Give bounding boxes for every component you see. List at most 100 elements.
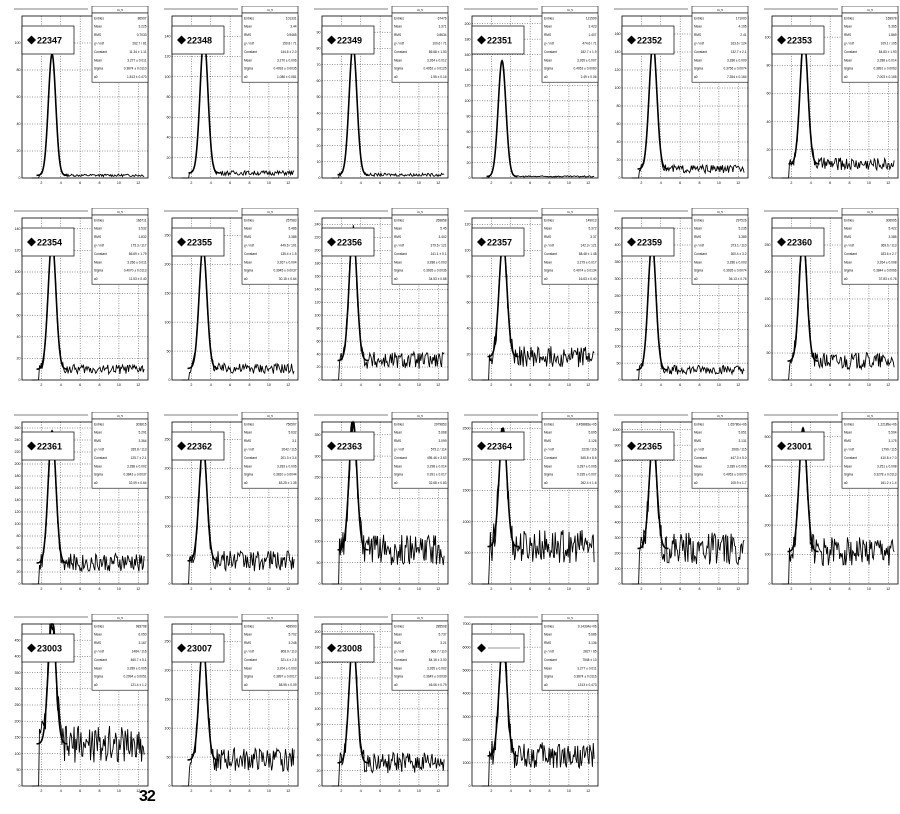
y-tick-label: 40 xyxy=(767,120,771,124)
x-tick-label: 2 xyxy=(190,181,192,185)
stats-label: Constant xyxy=(844,50,857,54)
x-tick-label: 4 xyxy=(510,383,512,387)
stats-label: RMS xyxy=(544,33,551,37)
y-tick-label: 20 xyxy=(317,365,321,369)
x-tick-label: 10 xyxy=(567,587,571,591)
stats-label: RMS xyxy=(544,235,551,239)
histogram-series-line xyxy=(31,623,145,787)
histogram-svg: ttt_5 2 4 6 8 10 12 0 20 40 60 80 100 Entries 86997 Mea… xyxy=(14,6,149,185)
stats-value: 201.3 ± 3.4 xyxy=(281,456,297,460)
fit-curve xyxy=(787,426,819,553)
histogram-svg: ttt_52 4 6 8 10 12020406080100120140160180200… xyxy=(314,208,449,387)
stats-label: RMS xyxy=(94,33,101,37)
stats-label: Sigma xyxy=(694,67,703,71)
stats-value: 32.68 ± 0.83 xyxy=(429,481,447,485)
stats-label: Entries xyxy=(844,16,854,20)
histogram-panel: ttt_5 2 4 6 8 10 12 0 20 40 60 80 100 120 140 160 Entrie… xyxy=(608,6,758,196)
stats-value: 101331 xyxy=(286,16,297,20)
y-tick-label: 70 xyxy=(317,63,321,67)
stats-value: 9.14334e+06 xyxy=(578,624,597,628)
stats-value: 183.6 ± 2.7 xyxy=(881,252,897,256)
stats-value: 2.49 ± 0.06 xyxy=(581,75,597,79)
stats-value: 469500 xyxy=(286,624,297,628)
y-tick-label: 120 xyxy=(465,84,471,88)
y-tick-label: 100 xyxy=(15,41,21,45)
y-tick-label: 40 xyxy=(17,335,21,339)
y-tick-label: 150 xyxy=(15,736,21,740)
stats-value: 121.4 ± 1.2 xyxy=(131,683,147,687)
y-tick-label: 20 xyxy=(17,357,21,361)
stats-label: Sigma xyxy=(94,67,103,71)
diamond-marker-icon xyxy=(327,35,336,45)
stats-box xyxy=(241,418,299,489)
x-tick-label: 10 xyxy=(417,383,421,387)
x-tick-label: 4 xyxy=(60,181,62,185)
stats-value: 5.422 xyxy=(889,227,897,231)
stats-label: Mean xyxy=(844,260,852,264)
stats-label: χ² / ndf xyxy=(694,42,704,46)
x-tick-label: 10 xyxy=(117,789,121,793)
stats-label: χ² / ndf xyxy=(544,42,554,46)
y-tick-label: 150 xyxy=(315,518,321,522)
histogram-name: ttt_5 xyxy=(717,210,723,214)
x-tick-label: 4 xyxy=(360,181,362,185)
stats-label: Mean xyxy=(844,25,852,29)
y-tick-label: 2000 xyxy=(463,458,471,462)
y-tick-label: 0 xyxy=(619,176,621,180)
stats-value: 5.291 xyxy=(139,431,147,435)
x-tick-label: 2 xyxy=(490,789,492,793)
y-tick-label: 50 xyxy=(617,361,621,365)
stats-value: 3.286 ± 0.003 xyxy=(727,260,747,264)
stats-label: Mean xyxy=(94,25,102,29)
y-tick-label: 0 xyxy=(619,582,621,586)
stats-value: 58.95 ± 0.09 xyxy=(279,683,297,687)
y-tick-label: 400 xyxy=(15,655,21,659)
x-tick-label: 10 xyxy=(867,181,871,185)
stats-label: Entries xyxy=(94,218,104,222)
histogram-panel: ttt_5 2 4 6 8 10 12 0 20 40 60 80 100 120 140 160 180 200… xyxy=(8,412,158,602)
stats-value: 100.6 / 71 xyxy=(432,42,446,46)
stats-label: Sigma xyxy=(244,473,253,477)
y-tick-label: 160 xyxy=(315,661,321,665)
stats-label: Mean xyxy=(394,666,402,670)
y-tick-label: 250 xyxy=(615,294,621,298)
stats-label: Entries xyxy=(844,422,854,426)
stats-label: Mean xyxy=(844,58,852,62)
stats-value: 109.1 / 105 xyxy=(881,42,897,46)
stats-label: Constant xyxy=(694,50,707,54)
stats-value: 0.3935 ± 0.0036 xyxy=(423,269,446,273)
plot-frame xyxy=(171,623,299,787)
y-tick-label: 120 xyxy=(615,68,621,72)
run-label: 23003 xyxy=(37,644,62,654)
run-label: 22362 xyxy=(187,442,212,452)
stats-label: Entries xyxy=(544,422,554,426)
x-tick-label: 8 xyxy=(99,181,101,185)
y-tick-label: 0 xyxy=(169,784,171,788)
x-tick-label: 8 xyxy=(249,789,251,793)
stats-value: 150.8 / 71 xyxy=(282,42,296,46)
stats-value: 7.354 ± 0.164 xyxy=(727,75,747,79)
stats-value: 262.7 / 81 xyxy=(132,42,146,46)
stats-value: 1313 ± 0.473 xyxy=(578,683,597,687)
y-tick-label: 200 xyxy=(315,497,321,501)
y-tick-label: 300 xyxy=(315,454,321,458)
x-tick-label: 4 xyxy=(210,789,212,793)
histogram-svg: ttt_5 2 4 6 8 10 12 0 50 100 150 200 250 Entries 75059… xyxy=(164,412,299,591)
stats-value: 2066 / 115 xyxy=(732,448,747,452)
x-tick-label: 8 xyxy=(849,587,851,591)
y-tick-label: 40 xyxy=(17,558,21,562)
x-tick-label: 6 xyxy=(379,181,381,185)
stats-label: RMS xyxy=(94,439,101,443)
y-tick-label: 120 xyxy=(315,692,321,696)
x-tick-label: 10 xyxy=(267,789,271,793)
y-tick-label: 80 xyxy=(167,95,171,99)
stats-value: 32.09 ± 0.64 xyxy=(129,481,147,485)
y-tick-label: 400 xyxy=(615,243,621,247)
fit-curve xyxy=(36,429,68,564)
stats-label: a0 xyxy=(244,75,248,79)
stats-label: a0 xyxy=(544,683,548,687)
y-tick-label: 80 xyxy=(317,47,321,51)
histogram-panel: ttt_5 2 4 6 8 10 12 0 50 100 150 200 250 300 350 400 450… xyxy=(608,208,758,398)
x-tick-label: 4 xyxy=(360,587,362,591)
stats-label: Constant xyxy=(244,456,257,460)
